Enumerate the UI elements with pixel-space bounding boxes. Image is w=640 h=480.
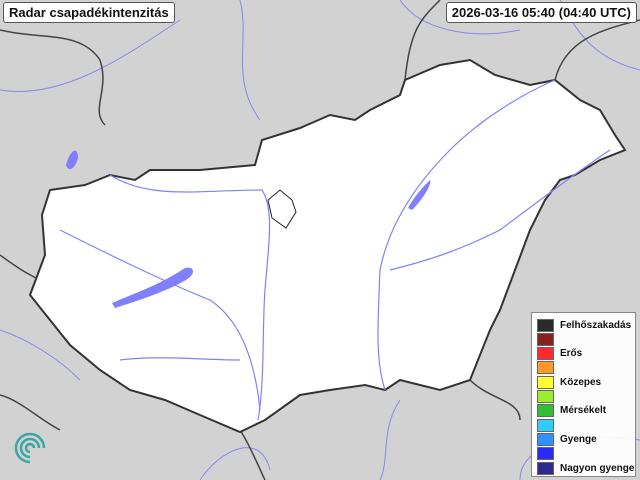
legend-item <box>537 332 560 346</box>
legend-item: Mérsékelt <box>537 404 606 418</box>
legend-item <box>537 447 560 461</box>
legend-swatch <box>537 332 554 346</box>
legend-label: Gyenge <box>560 433 597 445</box>
lake-tisza <box>408 180 431 210</box>
legend-label: Felhőszakadás <box>560 319 632 331</box>
legend-item <box>537 418 560 432</box>
legend-swatch <box>537 347 554 361</box>
swirl-logo-icon <box>14 432 46 464</box>
legend-item: Nagyon gyenge <box>537 461 634 475</box>
legend-item: Gyenge <box>537 432 597 446</box>
legend-swatch <box>537 432 554 446</box>
legend-label: Mérsékelt <box>560 405 607 417</box>
legend-item <box>537 390 560 404</box>
legend-swatch <box>537 418 554 432</box>
map-title: Radar csapadékintenzitás <box>3 2 175 23</box>
legend: Felhőszakadás Erős Közepes Mérsékelt Gyenge N… <box>531 312 636 477</box>
legend-swatch <box>537 447 554 461</box>
rivers <box>59 79 611 421</box>
legend-item: Felhőszakadás <box>537 318 631 332</box>
budapest-outline <box>267 189 297 229</box>
legend-swatch <box>537 318 554 332</box>
timestamp: 2026-03-16 05:40 (04:40 UTC) <box>445 2 637 23</box>
legend-swatch <box>537 361 554 375</box>
legend-item: Közepes <box>537 375 601 389</box>
legend-label: Közepes <box>560 376 602 388</box>
legend-swatch <box>537 375 554 389</box>
legend-item: Erős <box>537 347 582 361</box>
hungary-outline <box>28 58 627 434</box>
lake-neusiedl <box>66 150 78 170</box>
legend-swatch <box>537 461 554 475</box>
lake-balaton <box>112 267 194 308</box>
legend-item <box>537 361 560 375</box>
legend-swatch <box>537 404 554 418</box>
legend-label: Erős <box>560 348 583 360</box>
legend-swatch <box>537 390 554 403</box>
legend-label: Nagyon gyenge <box>560 462 635 474</box>
